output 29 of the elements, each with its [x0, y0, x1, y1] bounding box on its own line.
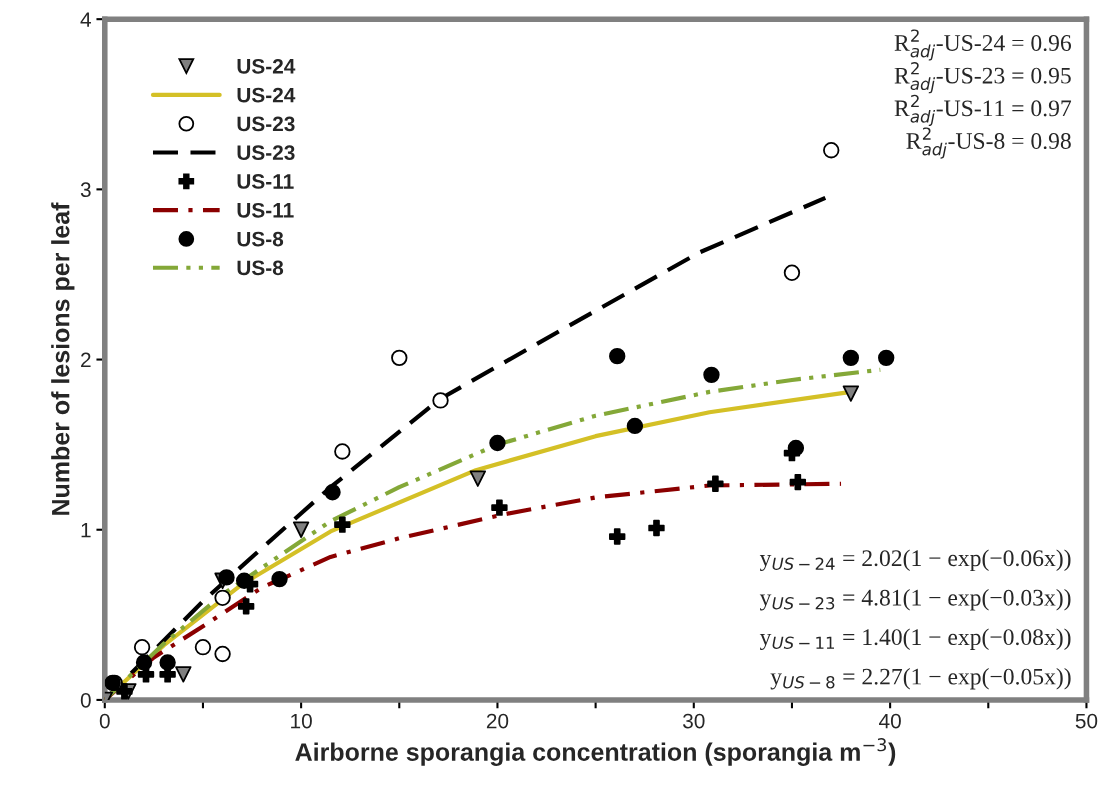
y-tick-label: 0	[80, 692, 91, 708]
x-tick-label: 40	[879, 713, 901, 729]
y-tick-label: 2	[81, 352, 91, 368]
legend-label: US-24	[237, 87, 296, 103]
legend-label: US-23	[237, 145, 295, 161]
legend-label: US-8	[237, 231, 284, 247]
y-tick-label: 3	[80, 182, 91, 198]
annotation: R$^{2}$$_{adj}$-US-24 = 0.96	[894, 29, 1072, 61]
x-tick-label: 30	[683, 713, 705, 729]
y-axis-title: Number of lesions per leaf	[51, 202, 75, 515]
annotation: R$^{2}$$_{adj}$-US-11 = 0.97	[894, 94, 1072, 126]
x-tick-label: 10	[291, 713, 312, 729]
x-tick-label: 50	[1075, 713, 1098, 729]
annotation: y$_{US−24}$ = 2.02(1 − exp(−0.06x))	[759, 549, 1071, 572]
annotation: y$_{US−11}$ = 1.40(1 − exp(−0.08x))	[759, 628, 1071, 650]
annotation: R$^{2}$$_{adj}$-US-23 = 0.95	[894, 62, 1071, 94]
legend-label: US-8	[237, 260, 284, 276]
legend-label: US-11	[237, 174, 294, 189]
legend-label: US-24	[237, 58, 296, 74]
annotation: y$_{US−23}$ = 4.81(1 − exp(−0.03x))	[759, 589, 1071, 611]
y-tick-label: 1	[81, 522, 91, 538]
annotation: y$_{US−8}$ = 2.27(1 − exp(−0.05x))	[770, 667, 1071, 690]
legend-label: US-11	[237, 202, 294, 218]
y-tick-label: 4	[80, 12, 91, 27]
x-tick-label: 0	[99, 713, 110, 729]
x-tick-label: 20	[486, 713, 509, 729]
x-axis-title: Airborne sporangia concentration (sporangia m$^{−3}$)	[295, 738, 896, 766]
annotation: R$^{2}$$_{adj}$-US-8 = 0.98	[906, 127, 1071, 159]
legend-label: US-23	[237, 116, 295, 132]
